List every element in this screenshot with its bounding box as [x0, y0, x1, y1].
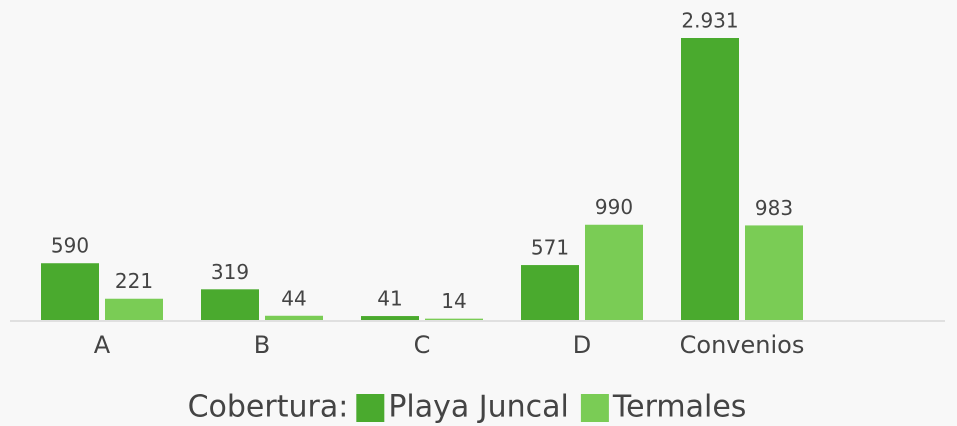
x-tick-label: Convenios — [680, 331, 805, 359]
bar — [745, 225, 803, 320]
bar — [361, 316, 419, 320]
bar — [585, 224, 643, 320]
data-label: 41 — [377, 287, 402, 311]
data-label: 590 — [51, 234, 89, 258]
bar — [265, 315, 323, 320]
legend-title: Cobertura: — [188, 390, 349, 425]
bar — [681, 38, 739, 320]
legend-label: Playa Juncal — [388, 390, 569, 425]
x-tick-label: C — [414, 331, 431, 359]
legend-swatch — [356, 394, 385, 422]
x-tick-label: D — [573, 331, 591, 359]
legend-label: Termales — [612, 390, 747, 425]
data-label: 983 — [755, 196, 793, 220]
data-label: 221 — [115, 269, 153, 293]
bar — [201, 289, 259, 320]
x-tick-label: A — [94, 331, 111, 359]
data-label: 44 — [281, 286, 306, 310]
bar — [41, 263, 99, 320]
data-label: 319 — [211, 260, 249, 284]
data-label: 571 — [531, 236, 569, 260]
bar — [425, 318, 483, 320]
data-label: 14 — [441, 289, 466, 313]
x-tick-label: B — [254, 331, 270, 359]
bar — [521, 265, 579, 320]
bar — [105, 298, 163, 320]
data-label: 990 — [595, 195, 633, 219]
data-label: 2.931 — [681, 9, 738, 33]
legend-swatch — [580, 394, 609, 422]
legend: Cobertura: Playa Juncal Termales — [188, 390, 747, 425]
